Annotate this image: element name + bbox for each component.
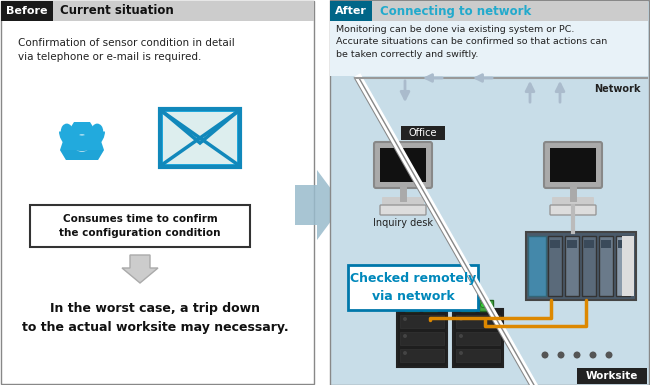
Text: Before: Before <box>6 6 47 16</box>
Circle shape <box>590 352 597 358</box>
Circle shape <box>606 352 612 358</box>
Circle shape <box>463 303 467 308</box>
FancyBboxPatch shape <box>601 240 611 248</box>
Text: Office: Office <box>409 128 437 138</box>
Text: Network: Network <box>595 84 641 94</box>
FancyBboxPatch shape <box>584 240 594 248</box>
FancyBboxPatch shape <box>456 332 500 345</box>
FancyBboxPatch shape <box>622 236 634 296</box>
FancyBboxPatch shape <box>552 197 594 205</box>
Circle shape <box>424 303 430 308</box>
Circle shape <box>480 303 486 308</box>
FancyBboxPatch shape <box>330 1 648 21</box>
Circle shape <box>403 334 407 338</box>
Ellipse shape <box>61 124 73 139</box>
FancyBboxPatch shape <box>1 1 53 21</box>
Polygon shape <box>60 122 104 160</box>
Text: Checked remotely
via network: Checked remotely via network <box>350 272 476 303</box>
Text: Consumes time to confirm
the configuration condition: Consumes time to confirm the configurati… <box>59 214 221 238</box>
FancyBboxPatch shape <box>330 21 648 76</box>
FancyBboxPatch shape <box>423 300 437 311</box>
Circle shape <box>403 317 407 321</box>
FancyBboxPatch shape <box>30 205 250 247</box>
Circle shape <box>75 137 88 150</box>
FancyBboxPatch shape <box>453 309 503 367</box>
Polygon shape <box>60 150 104 160</box>
FancyBboxPatch shape <box>405 300 419 311</box>
Circle shape <box>486 303 491 308</box>
FancyBboxPatch shape <box>456 315 500 328</box>
Circle shape <box>573 352 580 358</box>
FancyBboxPatch shape <box>1 1 314 21</box>
FancyBboxPatch shape <box>548 236 562 296</box>
Polygon shape <box>122 255 158 283</box>
Circle shape <box>459 317 463 321</box>
FancyBboxPatch shape <box>400 315 444 328</box>
FancyBboxPatch shape <box>618 240 628 248</box>
Circle shape <box>406 303 411 308</box>
FancyBboxPatch shape <box>401 126 445 140</box>
FancyBboxPatch shape <box>163 112 237 164</box>
FancyBboxPatch shape <box>160 109 240 167</box>
FancyBboxPatch shape <box>380 148 426 182</box>
Circle shape <box>459 334 463 338</box>
Text: In the worst case, a trip down
to the actual worksite may necessary.: In the worst case, a trip down to the ac… <box>21 302 289 334</box>
FancyBboxPatch shape <box>616 236 630 296</box>
Circle shape <box>403 351 407 355</box>
Text: Monitoring can be done via existing system or PC.
Accurate situations can be con: Monitoring can be done via existing syst… <box>336 25 607 59</box>
Text: Worksite: Worksite <box>586 371 638 381</box>
Polygon shape <box>295 170 343 240</box>
FancyBboxPatch shape <box>567 240 577 248</box>
FancyBboxPatch shape <box>397 309 447 367</box>
Circle shape <box>430 303 436 308</box>
FancyBboxPatch shape <box>348 265 478 310</box>
FancyBboxPatch shape <box>456 349 500 362</box>
FancyBboxPatch shape <box>550 148 596 182</box>
FancyBboxPatch shape <box>479 300 493 311</box>
Text: Inquiry desk: Inquiry desk <box>373 218 433 228</box>
FancyBboxPatch shape <box>1 1 314 384</box>
FancyBboxPatch shape <box>544 142 602 188</box>
FancyBboxPatch shape <box>528 236 546 296</box>
Circle shape <box>541 352 549 358</box>
Circle shape <box>413 303 417 308</box>
Ellipse shape <box>91 124 103 139</box>
FancyBboxPatch shape <box>400 332 444 345</box>
FancyBboxPatch shape <box>550 240 560 248</box>
FancyBboxPatch shape <box>330 1 372 21</box>
FancyBboxPatch shape <box>461 300 475 311</box>
Text: After: After <box>335 6 367 16</box>
FancyBboxPatch shape <box>599 236 613 296</box>
Text: Confirmation of sensor condition in detail
via telephone or e-mail is required.: Confirmation of sensor condition in deta… <box>18 38 235 62</box>
Circle shape <box>459 351 463 355</box>
Text: Current situation: Current situation <box>60 5 174 17</box>
FancyBboxPatch shape <box>565 236 579 296</box>
FancyBboxPatch shape <box>400 349 444 362</box>
FancyBboxPatch shape <box>330 0 649 385</box>
FancyBboxPatch shape <box>526 232 636 300</box>
FancyBboxPatch shape <box>374 142 432 188</box>
Text: Connecting to network: Connecting to network <box>380 5 531 17</box>
Circle shape <box>558 352 564 358</box>
FancyBboxPatch shape <box>582 236 596 296</box>
Circle shape <box>469 303 473 308</box>
FancyBboxPatch shape <box>380 205 426 215</box>
FancyBboxPatch shape <box>550 205 596 215</box>
Circle shape <box>73 134 91 152</box>
FancyBboxPatch shape <box>577 368 647 384</box>
FancyBboxPatch shape <box>382 197 424 205</box>
